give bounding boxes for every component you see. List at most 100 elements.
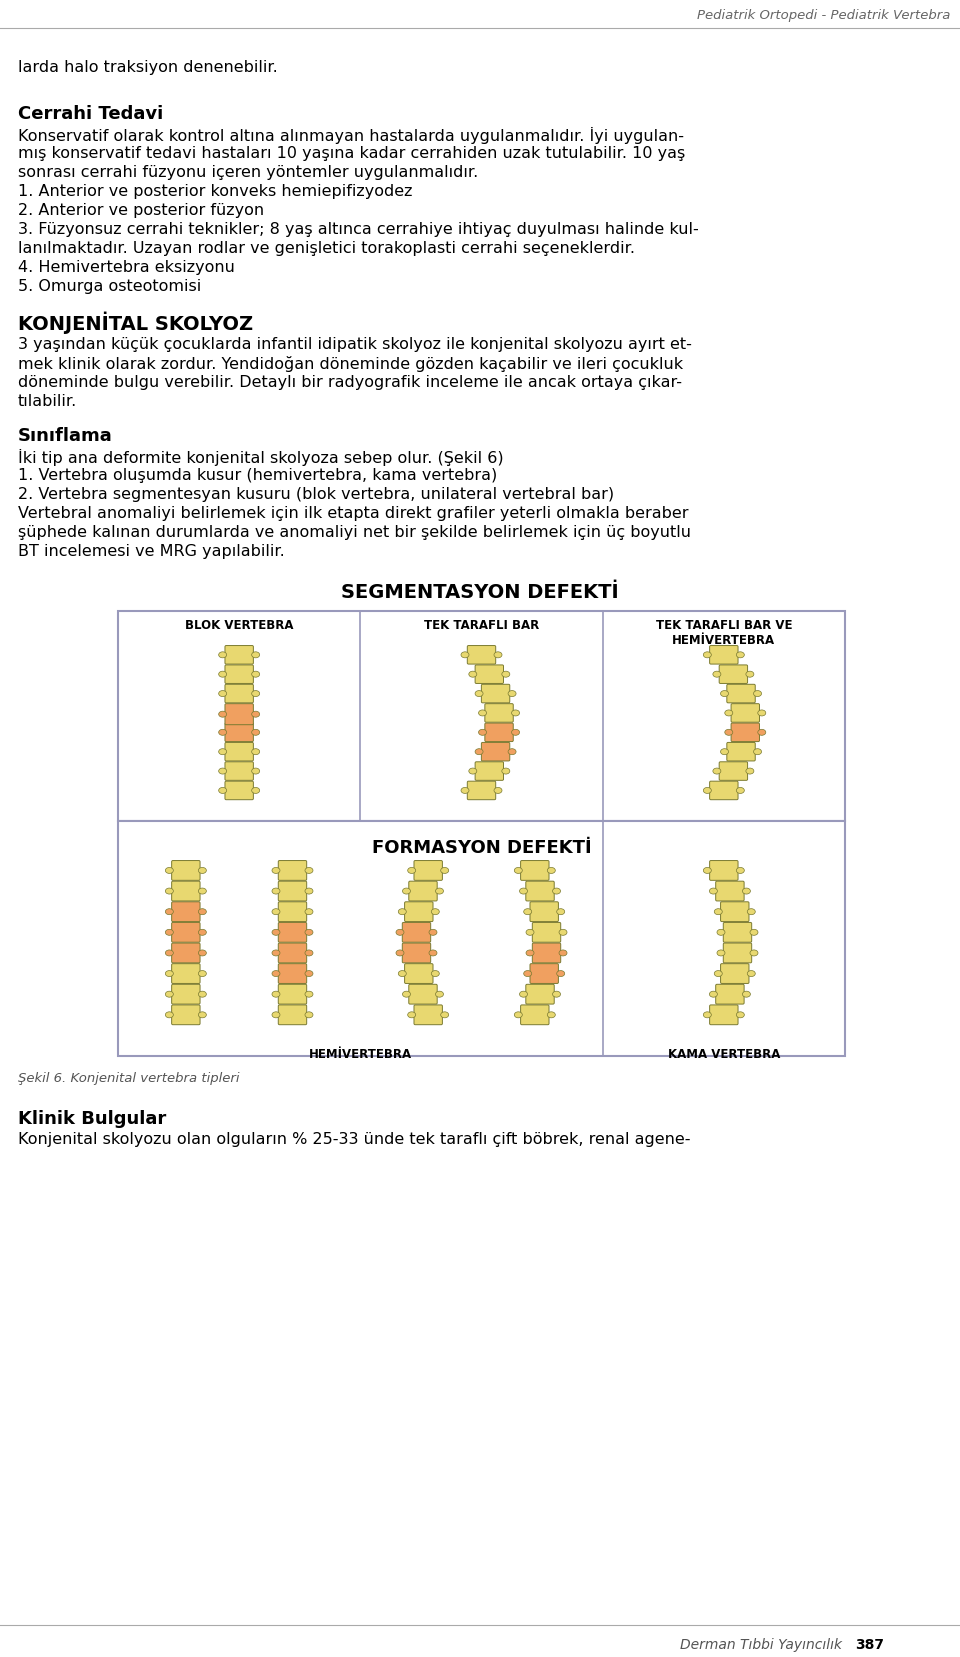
Text: lanılmaktadır. Uzayan rodlar ve genişletici torakoplasti cerrahi seçeneklerdir.: lanılmaktadır. Uzayan rodlar ve genişlet… bbox=[18, 240, 635, 255]
Ellipse shape bbox=[165, 991, 174, 998]
FancyBboxPatch shape bbox=[172, 984, 200, 1004]
Text: SEGMENTASYON DEFEKTİ: SEGMENTASYON DEFEKTİ bbox=[341, 583, 619, 601]
Ellipse shape bbox=[408, 867, 416, 873]
FancyBboxPatch shape bbox=[723, 943, 752, 963]
Ellipse shape bbox=[461, 651, 469, 658]
Ellipse shape bbox=[713, 671, 721, 678]
FancyBboxPatch shape bbox=[530, 964, 559, 984]
FancyBboxPatch shape bbox=[414, 1004, 443, 1024]
Ellipse shape bbox=[272, 930, 280, 935]
FancyBboxPatch shape bbox=[716, 882, 744, 901]
FancyBboxPatch shape bbox=[468, 780, 495, 800]
Ellipse shape bbox=[478, 729, 487, 736]
Text: KONJENİTAL SKOLYOZ: KONJENİTAL SKOLYOZ bbox=[18, 312, 253, 335]
Ellipse shape bbox=[714, 971, 722, 976]
Ellipse shape bbox=[398, 971, 406, 976]
Text: 3 yaşından küçük çocuklarda infantil idipatik skolyoz ile konjenital skolyozu ay: 3 yaşından küçük çocuklarda infantil idi… bbox=[18, 336, 692, 351]
FancyBboxPatch shape bbox=[225, 762, 253, 780]
Ellipse shape bbox=[272, 949, 280, 956]
Text: KAMA VERTEBRA: KAMA VERTEBRA bbox=[667, 1047, 780, 1060]
Text: Şekil 6. Konjenital vertebra tipleri: Şekil 6. Konjenital vertebra tipleri bbox=[18, 1072, 239, 1085]
Bar bbox=[118, 820, 845, 1056]
Text: 3. Füzyonsuz cerrahi teknikler; 8 yaş altınca cerrahiye ihtiyaç duyulması halind: 3. Füzyonsuz cerrahi teknikler; 8 yaş al… bbox=[18, 222, 699, 237]
Ellipse shape bbox=[559, 930, 567, 935]
Ellipse shape bbox=[747, 908, 756, 915]
Text: TEK TARAFLI BAR VE
HEMİVERTEBRA: TEK TARAFLI BAR VE HEMİVERTEBRA bbox=[656, 620, 792, 646]
FancyBboxPatch shape bbox=[225, 664, 253, 683]
FancyBboxPatch shape bbox=[404, 901, 433, 921]
Text: şüphede kalınan durumlarda ve anomaliyi net bir şekilde belirlemek için üç boyut: şüphede kalınan durumlarda ve anomaliyi … bbox=[18, 525, 691, 540]
Text: 5. Omurga osteotomisi: 5. Omurga osteotomisi bbox=[18, 278, 202, 293]
Ellipse shape bbox=[219, 671, 227, 678]
Text: Klinik Bulgular: Klinik Bulgular bbox=[18, 1110, 166, 1128]
FancyBboxPatch shape bbox=[709, 646, 738, 664]
Ellipse shape bbox=[494, 651, 502, 658]
Ellipse shape bbox=[717, 930, 725, 935]
Ellipse shape bbox=[717, 949, 725, 956]
Ellipse shape bbox=[704, 867, 711, 873]
FancyBboxPatch shape bbox=[520, 860, 549, 880]
Ellipse shape bbox=[219, 769, 227, 774]
Text: 2. Vertebra segmentesyan kusuru (blok vertebra, unilateral vertebral bar): 2. Vertebra segmentesyan kusuru (blok ve… bbox=[18, 487, 614, 502]
Ellipse shape bbox=[754, 749, 761, 754]
FancyBboxPatch shape bbox=[475, 664, 503, 683]
Ellipse shape bbox=[515, 1012, 522, 1017]
Ellipse shape bbox=[199, 991, 206, 998]
FancyBboxPatch shape bbox=[172, 923, 200, 943]
Ellipse shape bbox=[429, 930, 437, 935]
Text: Pediatrik Ortopedi - Pediatrik Vertebra: Pediatrik Ortopedi - Pediatrik Vertebra bbox=[697, 10, 950, 23]
Ellipse shape bbox=[431, 908, 440, 915]
Ellipse shape bbox=[252, 787, 259, 794]
Ellipse shape bbox=[736, 1012, 744, 1017]
FancyBboxPatch shape bbox=[485, 722, 514, 742]
Text: mış konservatif tedavi hastaları 10 yaşına kadar cerrahiden uzak tutulabilir. 10: mış konservatif tedavi hastaları 10 yaşı… bbox=[18, 146, 685, 161]
FancyBboxPatch shape bbox=[172, 901, 200, 921]
FancyBboxPatch shape bbox=[727, 684, 756, 703]
FancyBboxPatch shape bbox=[719, 762, 748, 780]
Ellipse shape bbox=[750, 949, 758, 956]
Ellipse shape bbox=[305, 888, 313, 895]
FancyBboxPatch shape bbox=[719, 664, 748, 683]
FancyBboxPatch shape bbox=[278, 964, 306, 984]
Ellipse shape bbox=[305, 930, 313, 935]
Ellipse shape bbox=[199, 930, 206, 935]
FancyBboxPatch shape bbox=[723, 923, 752, 943]
Ellipse shape bbox=[165, 1012, 174, 1017]
Ellipse shape bbox=[305, 991, 313, 998]
Ellipse shape bbox=[508, 749, 516, 754]
Ellipse shape bbox=[746, 671, 754, 678]
Ellipse shape bbox=[219, 749, 227, 754]
FancyBboxPatch shape bbox=[475, 762, 503, 780]
Ellipse shape bbox=[721, 691, 729, 696]
FancyBboxPatch shape bbox=[278, 882, 306, 901]
Ellipse shape bbox=[526, 930, 534, 935]
Ellipse shape bbox=[519, 991, 527, 998]
Ellipse shape bbox=[272, 908, 280, 915]
Ellipse shape bbox=[436, 888, 444, 895]
Ellipse shape bbox=[468, 671, 477, 678]
Ellipse shape bbox=[219, 787, 227, 794]
Ellipse shape bbox=[305, 908, 313, 915]
Ellipse shape bbox=[512, 709, 519, 716]
Ellipse shape bbox=[305, 971, 313, 976]
Ellipse shape bbox=[402, 888, 411, 895]
Ellipse shape bbox=[199, 908, 206, 915]
Ellipse shape bbox=[396, 930, 404, 935]
FancyBboxPatch shape bbox=[409, 882, 437, 901]
Ellipse shape bbox=[252, 769, 259, 774]
FancyBboxPatch shape bbox=[225, 722, 253, 742]
Ellipse shape bbox=[252, 671, 259, 678]
Ellipse shape bbox=[742, 888, 751, 895]
Ellipse shape bbox=[165, 971, 174, 976]
Ellipse shape bbox=[441, 1012, 448, 1017]
Ellipse shape bbox=[468, 769, 477, 774]
Ellipse shape bbox=[714, 908, 722, 915]
Text: Cerrahi Tedavi: Cerrahi Tedavi bbox=[18, 104, 163, 123]
Ellipse shape bbox=[725, 709, 732, 716]
Ellipse shape bbox=[165, 888, 174, 895]
Ellipse shape bbox=[305, 867, 313, 873]
FancyBboxPatch shape bbox=[481, 742, 510, 761]
FancyBboxPatch shape bbox=[709, 780, 738, 800]
Text: Derman Tıbbi Yayıncılık: Derman Tıbbi Yayıncılık bbox=[680, 1639, 842, 1652]
Ellipse shape bbox=[219, 729, 227, 736]
